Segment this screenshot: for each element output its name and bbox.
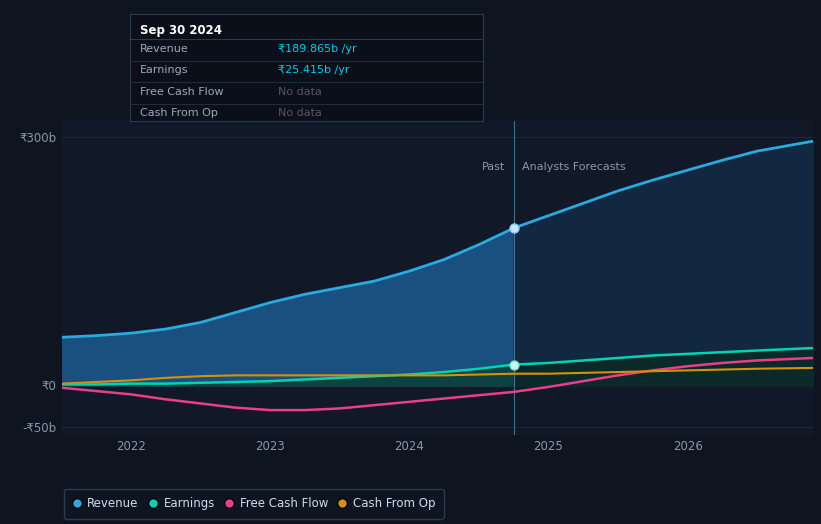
Text: No data: No data <box>278 108 322 118</box>
Text: Sep 30 2024: Sep 30 2024 <box>140 24 222 37</box>
Legend: Revenue, Earnings, Free Cash Flow, Cash From Op: Revenue, Earnings, Free Cash Flow, Cash … <box>64 489 443 519</box>
Text: No data: No data <box>278 86 322 96</box>
Text: Earnings: Earnings <box>140 65 189 75</box>
Text: Past: Past <box>482 162 506 172</box>
Text: Cash From Op: Cash From Op <box>140 108 218 118</box>
Text: ₹25.415b /yr: ₹25.415b /yr <box>278 65 350 75</box>
Text: ₹189.865b /yr: ₹189.865b /yr <box>278 43 356 53</box>
Text: Revenue: Revenue <box>140 43 189 53</box>
Text: Free Cash Flow: Free Cash Flow <box>140 86 224 96</box>
Text: Analysts Forecasts: Analysts Forecasts <box>522 162 626 172</box>
